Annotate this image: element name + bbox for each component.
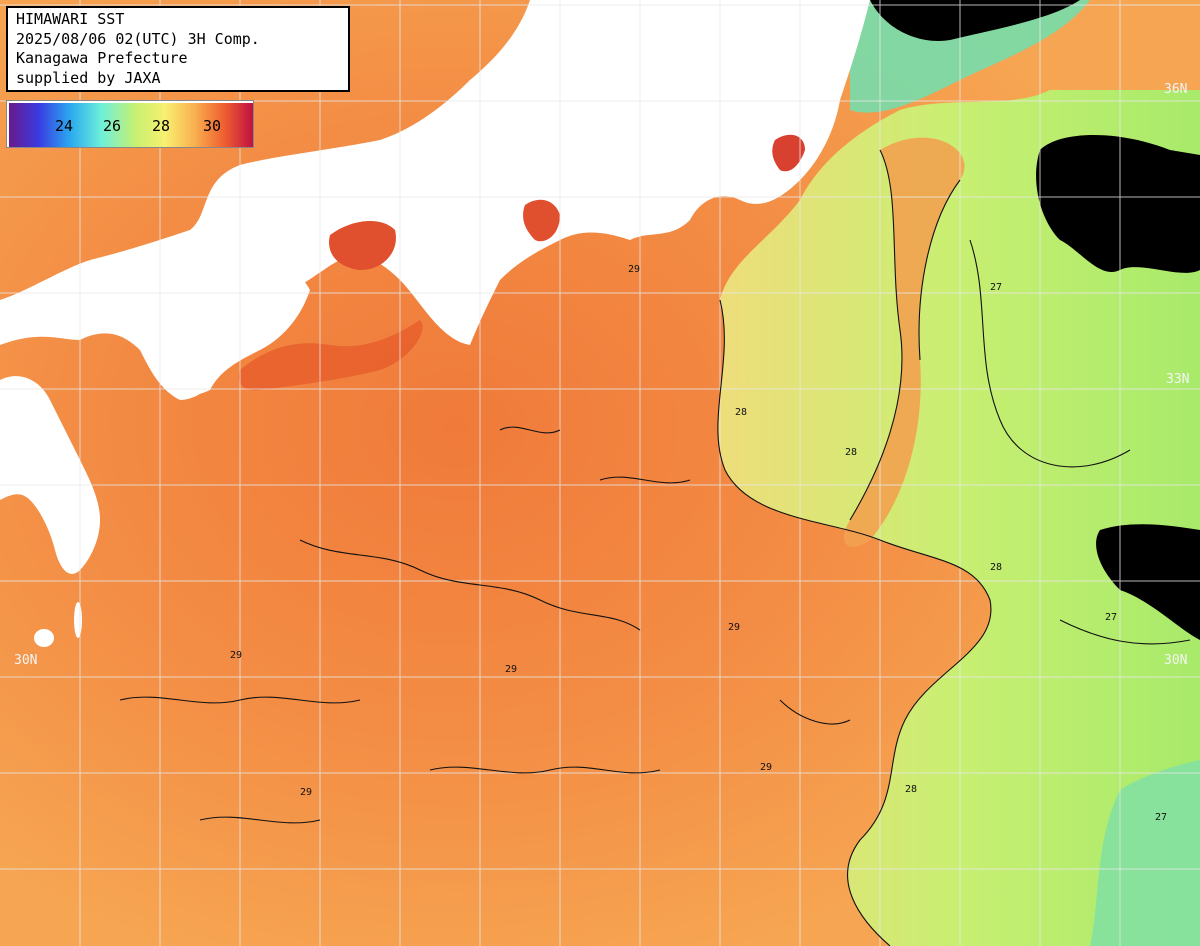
contour-label: 29: [728, 622, 740, 633]
map-caption: HIMAWARI SST 2025/08/06 02(UTC) 3H Comp.…: [6, 6, 350, 92]
contour-label: 29: [760, 762, 772, 773]
isotherm-contours: [119, 149, 1191, 946]
legend-label-26: 26: [102, 117, 122, 135]
contour-label: 29: [300, 787, 312, 798]
no-data-cloud: [1096, 524, 1200, 640]
caption-credit: supplied by JAXA: [16, 68, 161, 87]
caption-datetime: 2025/08/06 02(UTC) 3H Comp.: [16, 29, 260, 48]
contour-label: 27: [1105, 612, 1117, 623]
sst-hot-bay: [772, 134, 805, 172]
caption-region: Kanagawa Prefecture: [16, 49, 188, 67]
latitude-label-30n-left: 30N: [14, 653, 38, 668]
contour-label: 29: [230, 650, 242, 661]
land-island: [483, 160, 493, 184]
land-kyushu: [0, 376, 100, 574]
latitude-label-33n: 33N: [1166, 372, 1190, 387]
no-data-cloud: [870, 0, 1080, 41]
legend-label-28: 28: [151, 117, 171, 135]
sst-cool-zone: [717, 90, 1200, 946]
legend-label-24: 24: [54, 117, 74, 135]
contour-label: 29: [628, 264, 640, 275]
land-island: [74, 602, 82, 638]
sst-color-legend: 24 26 28 30: [6, 100, 254, 148]
latitude-label-30n-right: 30N: [1164, 653, 1188, 668]
sst-hot-bay: [329, 220, 396, 270]
legend-color-bar: [9, 103, 253, 147]
caption-title: HIMAWARI SST: [16, 10, 125, 28]
contour-label: 27: [990, 282, 1002, 293]
sst-cold-southeast: [1090, 760, 1200, 946]
sst-hot-coast: [238, 320, 423, 391]
contour-label: 28: [990, 562, 1002, 573]
legend-label-30: 30: [202, 117, 222, 135]
no-data-cloud: [1036, 135, 1200, 273]
contour-label: 28: [905, 784, 917, 795]
sst-warm-tongue: [843, 137, 965, 548]
contour-label: 28: [845, 447, 857, 458]
latitude-label-36n: 36N: [1164, 82, 1188, 97]
contour-label: 28: [735, 407, 747, 418]
contour-labels: 28 28 28 28 29 29 29 29 29 29 27 27 27: [230, 264, 1167, 823]
land-shikoku: [148, 268, 310, 396]
contour-label: 27: [1155, 812, 1167, 823]
contour-label: 29: [505, 664, 517, 675]
land-island: [34, 629, 54, 647]
sst-hot-bay: [523, 199, 560, 242]
